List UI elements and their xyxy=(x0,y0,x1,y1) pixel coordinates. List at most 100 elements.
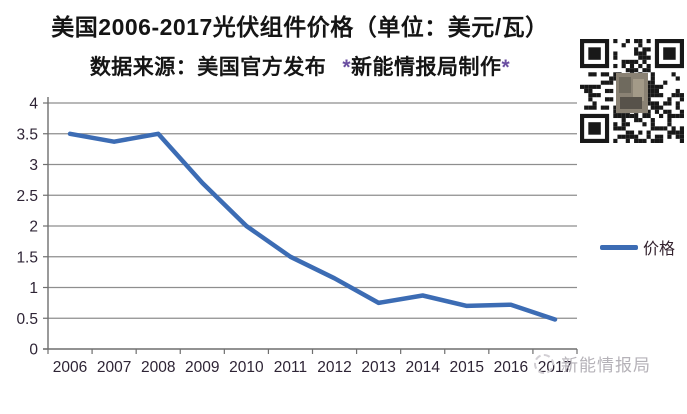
qr-module xyxy=(646,109,651,114)
qr-module xyxy=(646,63,651,69)
qr-module xyxy=(638,55,643,60)
qr-module xyxy=(609,97,614,102)
qr-module xyxy=(654,138,660,143)
qr-module xyxy=(592,93,597,98)
qr-module xyxy=(634,68,639,73)
qr-module xyxy=(642,51,647,56)
qr-module xyxy=(609,76,614,81)
title-block: 美国2006-2017光伏组件价格（单位：美元/瓦） 数据来源：美国官方发布 *新… xyxy=(0,8,600,81)
x-tick-label: 2013 xyxy=(361,359,395,376)
qr-module xyxy=(671,93,676,98)
qr-module xyxy=(588,97,593,102)
qr-module xyxy=(617,134,622,139)
credit-text: 新能情报局制作 xyxy=(351,56,502,79)
qr-module xyxy=(642,68,647,73)
qr-module xyxy=(667,101,672,106)
qr-module xyxy=(600,105,605,110)
qr-module xyxy=(654,93,660,98)
qr-module xyxy=(646,47,651,52)
qr-module xyxy=(650,72,655,77)
qr-module xyxy=(659,84,664,89)
qr-module xyxy=(604,105,610,110)
qr-module xyxy=(654,84,660,89)
qr-module xyxy=(659,113,664,119)
qr-module xyxy=(679,109,684,114)
qr-module xyxy=(621,134,626,139)
qr-module xyxy=(650,118,655,123)
qr-module xyxy=(646,88,651,94)
qr-module xyxy=(646,113,651,119)
qr-module xyxy=(679,130,684,135)
y-tick-label: 1 xyxy=(29,280,38,297)
qr-module xyxy=(617,113,622,119)
qr-module xyxy=(638,63,643,69)
qr-module xyxy=(584,105,589,110)
qr-module xyxy=(654,109,660,114)
qr-module xyxy=(621,63,626,69)
qr-module xyxy=(675,76,680,81)
qr-module xyxy=(679,93,684,98)
qr-module xyxy=(650,93,655,98)
qr-module xyxy=(650,138,655,143)
qr-module xyxy=(654,88,660,94)
qr-module xyxy=(667,122,672,127)
qr-module xyxy=(634,138,639,143)
qr-module xyxy=(650,122,655,127)
qr-module xyxy=(634,113,639,119)
qr-module xyxy=(629,59,635,64)
qr-module xyxy=(600,80,605,85)
qr-module xyxy=(638,118,643,123)
qr-module xyxy=(638,43,643,48)
qr-module xyxy=(663,80,668,85)
qr-module xyxy=(675,113,680,119)
qr-module xyxy=(634,118,639,123)
qr-module xyxy=(659,126,664,131)
qr-module xyxy=(592,105,597,110)
qr-module xyxy=(604,88,610,94)
qr-module xyxy=(625,39,630,44)
qr-module xyxy=(667,113,672,119)
qr-module xyxy=(642,138,647,143)
qr-module xyxy=(600,72,605,77)
qr-module xyxy=(588,47,601,60)
qr-module xyxy=(642,47,647,52)
qr-module xyxy=(650,84,655,89)
qr-module xyxy=(646,68,651,73)
x-tick-label: 2010 xyxy=(229,359,264,376)
qr-module xyxy=(642,122,647,127)
qr-module xyxy=(592,101,597,106)
qr-module xyxy=(613,72,618,77)
y-tick-label: 2 xyxy=(29,219,38,236)
qr-module xyxy=(642,55,647,60)
qr-module xyxy=(625,59,630,64)
legend-line-swatch xyxy=(600,244,638,250)
qr-module xyxy=(654,126,660,131)
qr-module xyxy=(613,39,618,44)
qr-module xyxy=(654,134,660,139)
qr-module xyxy=(613,105,618,110)
qr-module xyxy=(667,134,672,139)
qr-module xyxy=(604,72,610,77)
qr-module xyxy=(613,126,618,131)
qr-module xyxy=(604,80,610,85)
qr-module xyxy=(667,109,672,114)
qr-module xyxy=(634,51,639,56)
qr-module xyxy=(679,126,684,131)
qr-module xyxy=(629,68,635,73)
qr-module xyxy=(667,130,672,135)
qr-module xyxy=(596,93,601,98)
qr-module xyxy=(663,109,668,114)
qr-module xyxy=(580,84,585,89)
y-tick-label: 0.5 xyxy=(16,311,38,328)
qr-module xyxy=(675,101,680,106)
qr-module xyxy=(650,126,655,131)
qr-module xyxy=(675,93,680,98)
qr-module xyxy=(650,80,655,85)
qr-module xyxy=(654,101,660,106)
legend-label: 价格 xyxy=(643,241,676,258)
watermark-logo-icon xyxy=(534,353,554,374)
qr-code-icon xyxy=(580,39,684,143)
qr-module xyxy=(675,88,680,94)
qr-module xyxy=(646,39,651,44)
